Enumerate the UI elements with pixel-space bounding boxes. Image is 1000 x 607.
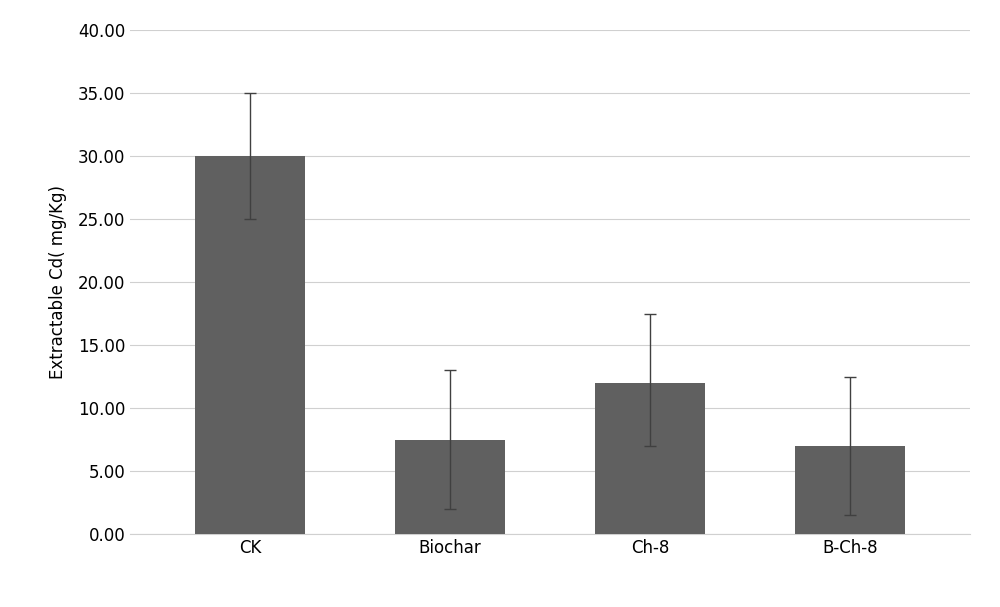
Bar xyxy=(195,156,305,534)
Bar xyxy=(595,383,705,534)
Y-axis label: Extractable Cd( mg/Kg): Extractable Cd( mg/Kg) xyxy=(49,185,67,379)
Bar xyxy=(395,439,505,534)
Bar xyxy=(795,446,905,534)
